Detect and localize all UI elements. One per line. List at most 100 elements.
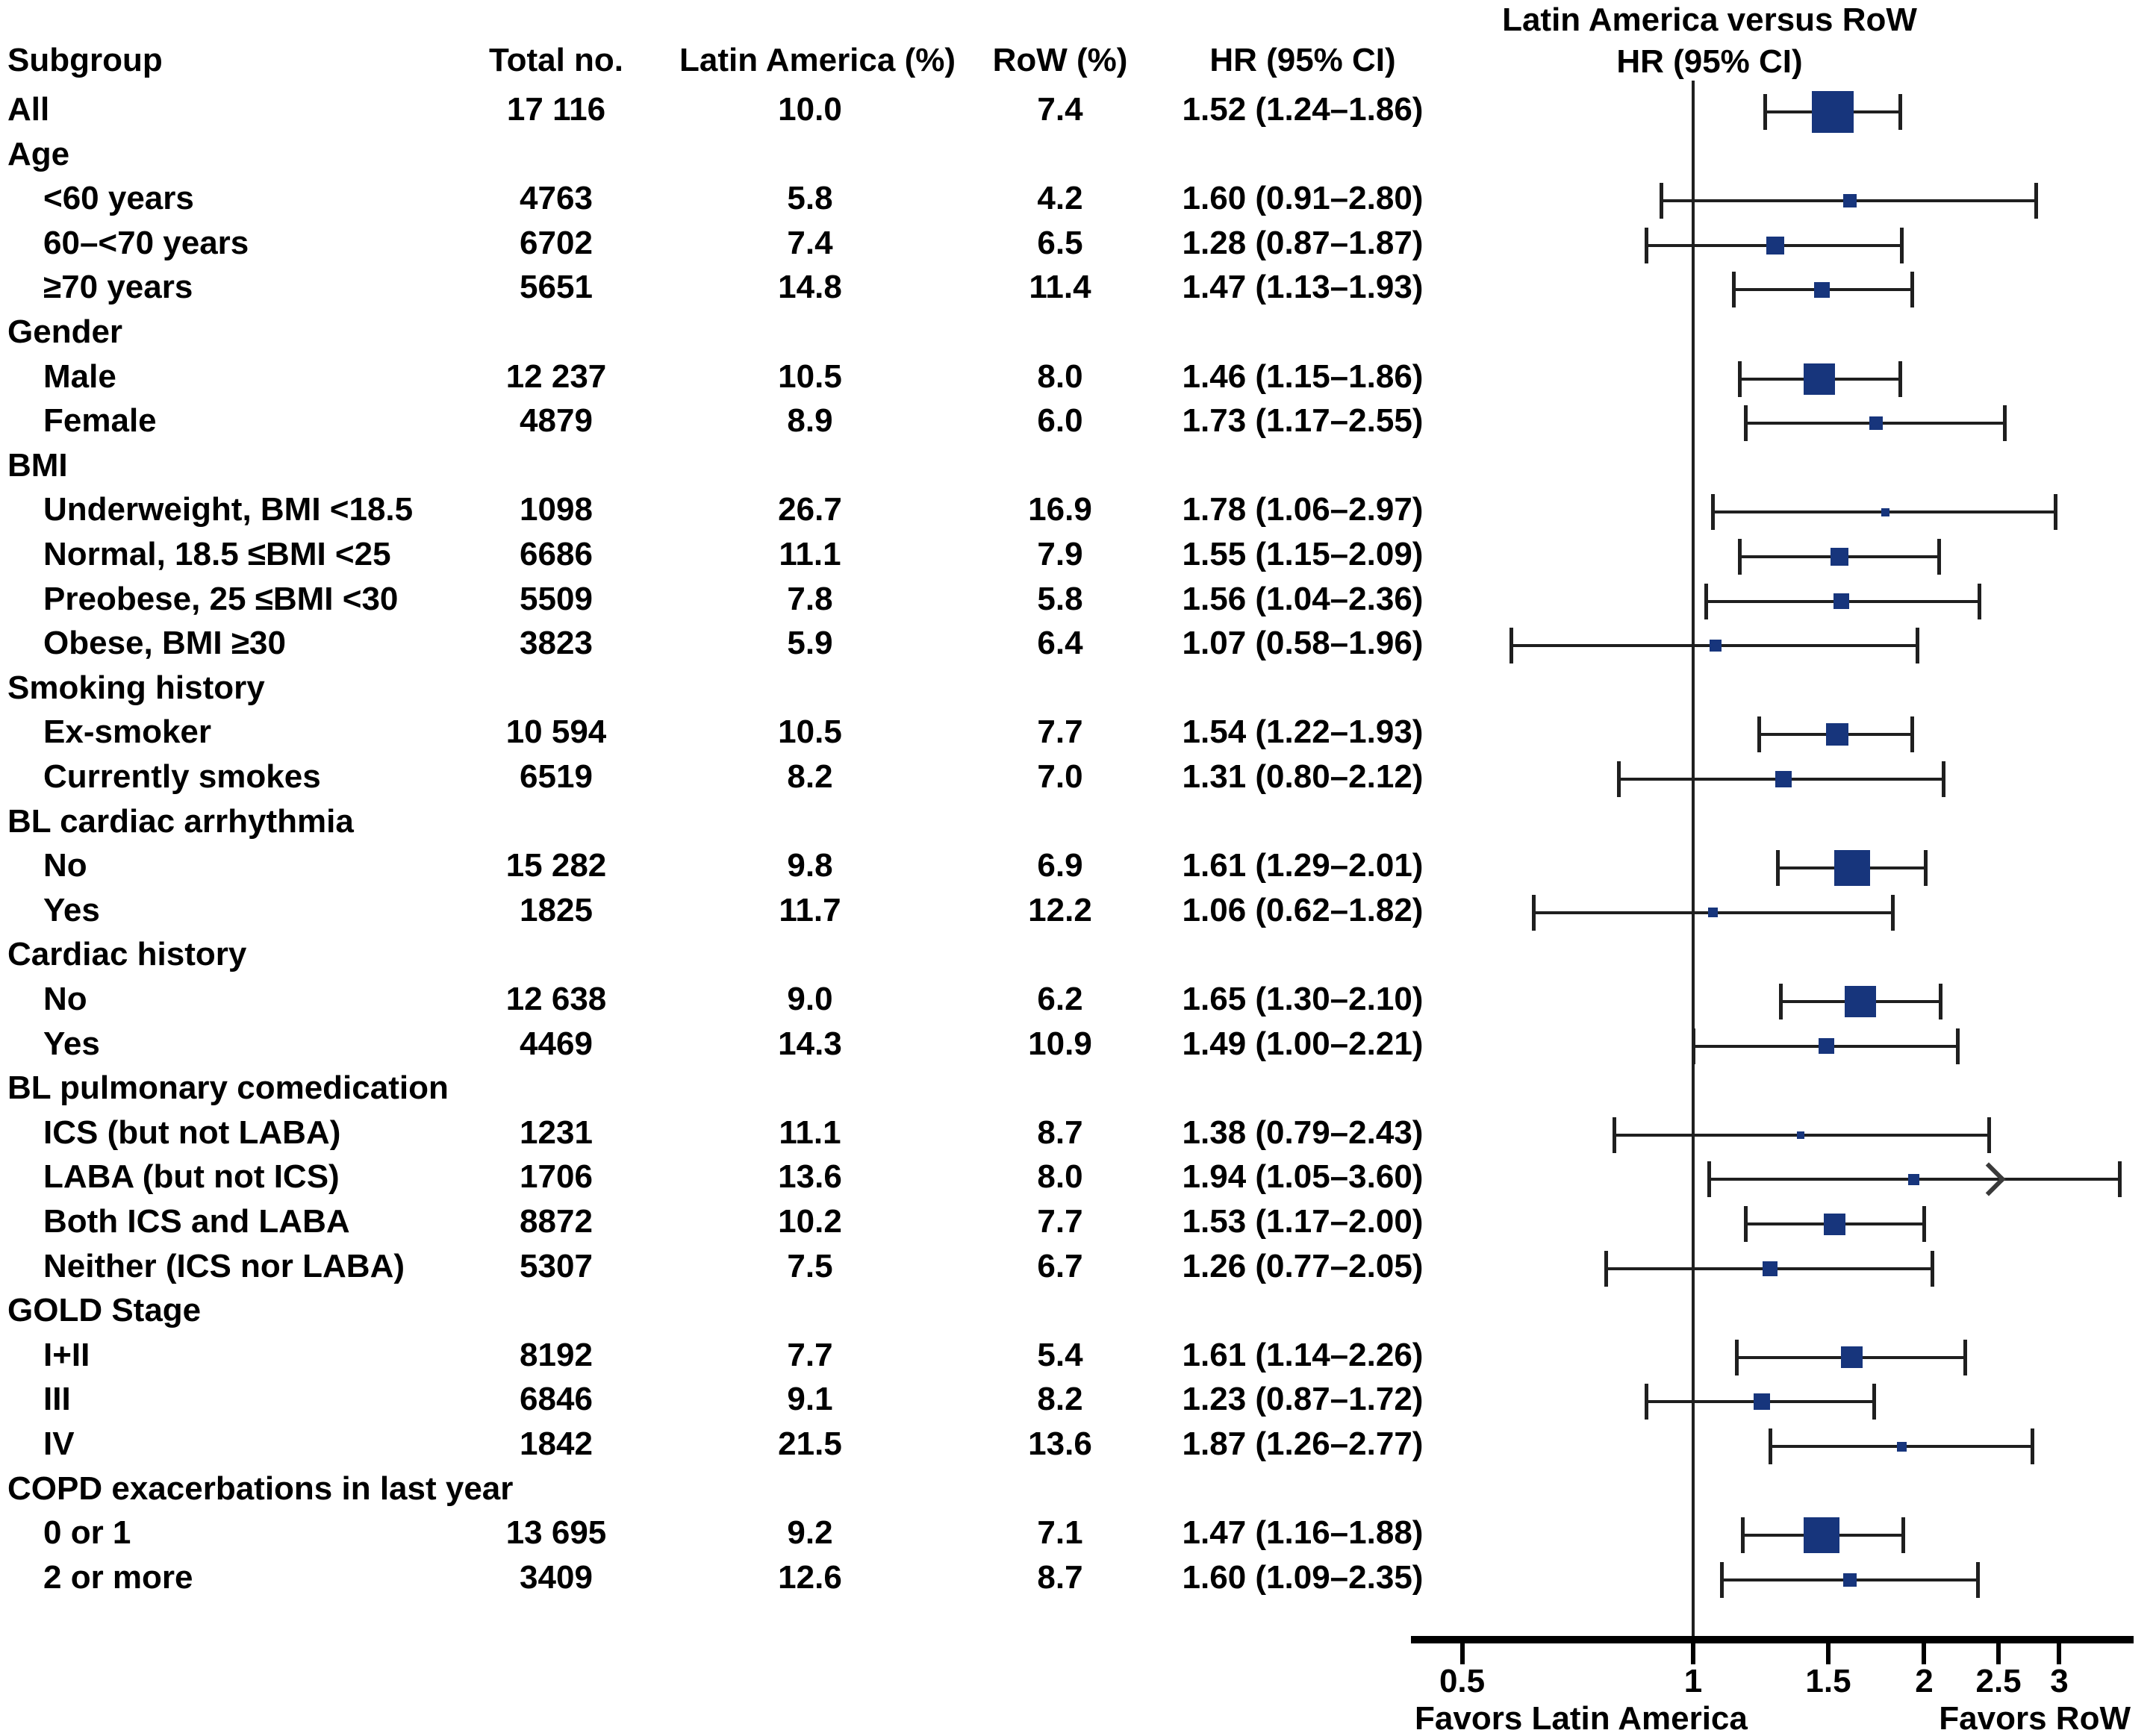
- row-pct-value: 7.1: [1037, 1514, 1083, 1552]
- row-pct-value: 11.4: [1029, 269, 1091, 306]
- subgroup-label: 2 or more: [43, 1558, 193, 1596]
- latam-pct-value: 26.7: [778, 491, 842, 528]
- hr-marker: [1803, 363, 1835, 395]
- subgroup-label: Neither (ICS nor LABA): [43, 1247, 405, 1284]
- hr-ci-value: 1.60 (1.09–2.35): [1182, 1558, 1424, 1596]
- favors-left-label: Favors Latin America: [1415, 1700, 1748, 1730]
- section-label: Smoking history: [7, 669, 265, 706]
- section-label: COPD exacerbations in last year: [7, 1470, 514, 1507]
- hr-marker: [1707, 908, 1718, 918]
- hr-marker: [1825, 723, 1848, 746]
- hr-ci-value: 1.07 (0.58–1.96): [1182, 625, 1424, 662]
- row-pct-value: 8.0: [1037, 357, 1083, 395]
- total-value: 1706: [520, 1158, 593, 1196]
- latam-pct-value: 21.5: [778, 1425, 842, 1462]
- row-pct-value: 7.0: [1037, 758, 1083, 795]
- total-value: 17 116: [506, 91, 606, 128]
- ci-cap-left: [1645, 227, 1649, 263]
- hr-ci-value: 1.28 (0.87–1.87): [1182, 224, 1424, 261]
- hr-marker: [1775, 771, 1792, 787]
- subgroup-label: Ex-smoker: [43, 713, 212, 751]
- row-pct-value: 6.9: [1037, 847, 1083, 884]
- subgroup-label: Both ICS and LABA: [43, 1203, 350, 1240]
- hr-ci-value: 1.55 (1.15–2.09): [1182, 536, 1424, 572]
- hr-marker: [1842, 1573, 1857, 1587]
- hr-ci-value: 1.53 (1.17–2.00): [1182, 1203, 1424, 1240]
- latam-pct-value: 9.1: [787, 1381, 833, 1418]
- section-label: BL pulmonary comedication: [7, 1069, 449, 1107]
- ci-cap-left: [1757, 716, 1762, 753]
- x-axis-tick-label: 2: [1915, 1663, 1934, 1699]
- ci-cap-right: [2118, 1161, 2122, 1198]
- latam-pct-value: 14.3: [778, 1025, 842, 1062]
- ci-cap-left: [1734, 1339, 1739, 1375]
- total-value: 8192: [520, 1336, 593, 1373]
- ci-cap-right: [1930, 1250, 1934, 1287]
- hr-marker: [1881, 508, 1889, 516]
- subgroup-label: Preobese, 25 ≤BMI <30: [43, 580, 399, 617]
- latam-pct-value: 7.5: [787, 1247, 833, 1284]
- total-value: 3823: [520, 625, 593, 662]
- subgroup-label: IV: [43, 1425, 75, 1462]
- plot-subtitle: HR (95% CI): [1616, 43, 1803, 80]
- total-value: 4763: [520, 180, 593, 217]
- ci-cap-left: [1707, 1161, 1712, 1198]
- ci-extends-arrow-icon: [1972, 1162, 2006, 1197]
- ci-cap-right: [1938, 984, 1942, 1019]
- row-pct-value: 10.9: [1028, 1025, 1092, 1062]
- x-axis-tick: [1691, 1643, 1695, 1664]
- ci-cap-right: [1890, 894, 1895, 931]
- ci-cap-left: [1691, 1028, 1695, 1064]
- row-pct-value: 6.2: [1037, 981, 1083, 1017]
- ci-cap-right: [1963, 1339, 1967, 1375]
- hr-ci-value: 1.61 (1.14–2.26): [1182, 1336, 1424, 1373]
- subgroup-label: Underweight, BMI <18.5: [43, 491, 414, 528]
- ci-cap-right: [1898, 94, 1902, 130]
- x-axis-line: [1411, 1636, 2134, 1643]
- ci-cap-right: [2031, 1428, 2035, 1464]
- x-axis-tick: [2057, 1643, 2062, 1664]
- subgroup-label: III: [43, 1381, 71, 1418]
- ci-cap-right: [1915, 628, 1919, 664]
- ci-cap-left: [1768, 1428, 1772, 1464]
- subgroup-label: <60 years: [43, 180, 194, 217]
- hr-marker: [1811, 91, 1854, 133]
- row-pct-value: 8.2: [1037, 1381, 1083, 1418]
- total-value: 12 237: [505, 357, 607, 395]
- hr-ci-value: 1.49 (1.00–2.21): [1182, 1025, 1424, 1062]
- row-pct-value: 16.9: [1028, 491, 1092, 528]
- total-value: 6519: [520, 758, 593, 795]
- total-value: 5307: [520, 1247, 593, 1284]
- total-value: 12 638: [505, 981, 607, 1017]
- total-value: 3409: [520, 1558, 593, 1596]
- latam-pct-value: 10.0: [778, 91, 842, 128]
- total-value: 1231: [520, 1114, 593, 1151]
- ci-cap-left: [1532, 894, 1536, 931]
- ci-cap-left: [1737, 539, 1742, 575]
- hr-marker: [1710, 640, 1722, 652]
- latam-pct-value: 7.4: [787, 224, 833, 261]
- ci-cap-right: [1899, 227, 1904, 263]
- subgroup-label: LABA (but not ICS): [43, 1158, 340, 1196]
- column-header-latam: Latin America (%): [679, 42, 956, 78]
- subgroup-label: Yes: [43, 1025, 100, 1062]
- hr-marker: [1763, 1261, 1778, 1276]
- hr-marker: [1908, 1173, 1920, 1185]
- latam-pct-value: 11.1: [779, 536, 841, 572]
- total-value: 4879: [520, 402, 593, 440]
- ci-cap-left: [1776, 850, 1780, 887]
- hr-marker: [1796, 1131, 1804, 1139]
- subgroup-label: 60–<70 years: [43, 224, 249, 261]
- latam-pct-value: 5.9: [787, 625, 833, 662]
- hr-marker: [1824, 1213, 1846, 1235]
- total-value: 15 282: [505, 847, 607, 884]
- x-axis-tick-label: 0.5: [1439, 1663, 1486, 1699]
- total-value: 4469: [520, 1025, 593, 1062]
- section-label: BMI: [7, 446, 68, 484]
- x-axis-tick: [1922, 1643, 1927, 1664]
- subgroup-label: ICS (but not LABA): [43, 1114, 341, 1151]
- latam-pct-value: 9.2: [787, 1514, 833, 1552]
- x-axis-tick: [1459, 1643, 1465, 1664]
